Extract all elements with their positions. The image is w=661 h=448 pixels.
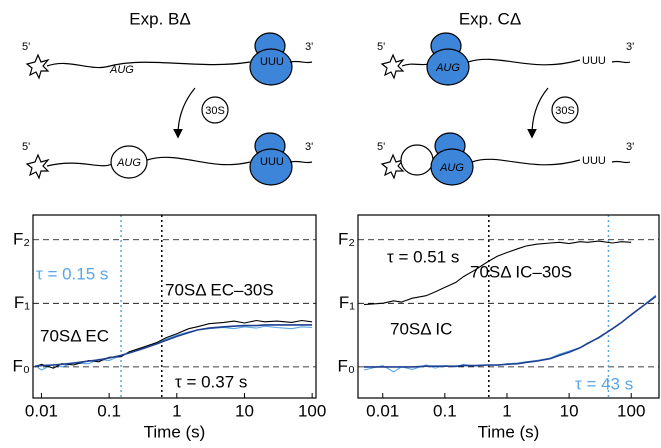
annotation: 70SΔ IC bbox=[390, 319, 452, 338]
label: 3' bbox=[305, 41, 313, 53]
x-tick-label: 1 bbox=[502, 401, 511, 420]
label: 5' bbox=[22, 41, 30, 53]
diagram-left bbox=[25, 32, 313, 186]
label: AUG bbox=[116, 157, 141, 169]
x-axis-label: Time (s) bbox=[144, 422, 206, 441]
data-line bbox=[364, 295, 657, 368]
y-tick-label: F₁ bbox=[14, 293, 30, 312]
x-tick-label: 0.01 bbox=[366, 401, 399, 420]
data-line bbox=[363, 240, 632, 306]
y-tick-label: F₀ bbox=[13, 356, 30, 375]
annotation: 70SΔ EC bbox=[40, 326, 109, 345]
label: 30S bbox=[555, 105, 575, 117]
chart-title: Exp. BΔ bbox=[129, 9, 190, 28]
x-tick-label: 0.01 bbox=[25, 401, 58, 420]
y-tick-label: F₂ bbox=[338, 229, 355, 248]
label: 5' bbox=[377, 41, 385, 53]
annotation: τ = 0.51 s bbox=[387, 247, 459, 266]
label: UUU bbox=[582, 155, 606, 167]
plot-frame bbox=[357, 214, 660, 399]
x-tick-label: 10 bbox=[235, 401, 254, 420]
label: UUU bbox=[260, 156, 284, 168]
x-axis-label: Time (s) bbox=[478, 422, 540, 441]
y-tick-label: F₂ bbox=[13, 229, 30, 248]
annotation: τ = 0.37 s bbox=[175, 372, 247, 391]
x-tick-label: 1 bbox=[172, 401, 181, 420]
x-tick-label: 10 bbox=[560, 401, 579, 420]
label: 3' bbox=[626, 41, 634, 53]
diagram-right bbox=[380, 32, 631, 186]
x-tick-label: 100 bbox=[298, 401, 326, 420]
diagram-right-labels: 5' AUG UUU 3' 30S 5' AUG UUU 3' bbox=[377, 41, 634, 174]
annotation: 70SΔ EC–30S bbox=[165, 280, 274, 299]
label: 30S bbox=[205, 105, 225, 117]
annotation: τ = 43 s bbox=[575, 374, 633, 393]
label: UUU bbox=[582, 55, 606, 67]
x-tick-label: 0.1 bbox=[433, 401, 457, 420]
annotation: τ = 0.15 s bbox=[36, 264, 108, 283]
data-line bbox=[34, 324, 313, 367]
y-tick-label: F₁ bbox=[339, 293, 355, 312]
y-tick-label: F₀ bbox=[338, 356, 355, 375]
label: AUG bbox=[109, 64, 134, 76]
x-tick-label: 0.1 bbox=[97, 401, 121, 420]
label: 3' bbox=[305, 141, 313, 153]
data-line bbox=[34, 319, 313, 369]
x-tick-label: 100 bbox=[617, 401, 645, 420]
label: AUG bbox=[435, 62, 460, 74]
plot-frame bbox=[32, 214, 317, 399]
label: 5' bbox=[22, 141, 30, 153]
label: 5' bbox=[377, 141, 385, 153]
diagram-left-labels: 5' AUG UUU 3' 30S 5' AUG UUU 3' bbox=[22, 41, 313, 169]
chart-title: Exp. CΔ bbox=[459, 9, 521, 28]
label: AUG bbox=[439, 162, 464, 174]
label: 3' bbox=[626, 141, 634, 153]
label: UUU bbox=[260, 56, 284, 68]
annotation: 70SΔ IC–30S bbox=[470, 262, 572, 281]
